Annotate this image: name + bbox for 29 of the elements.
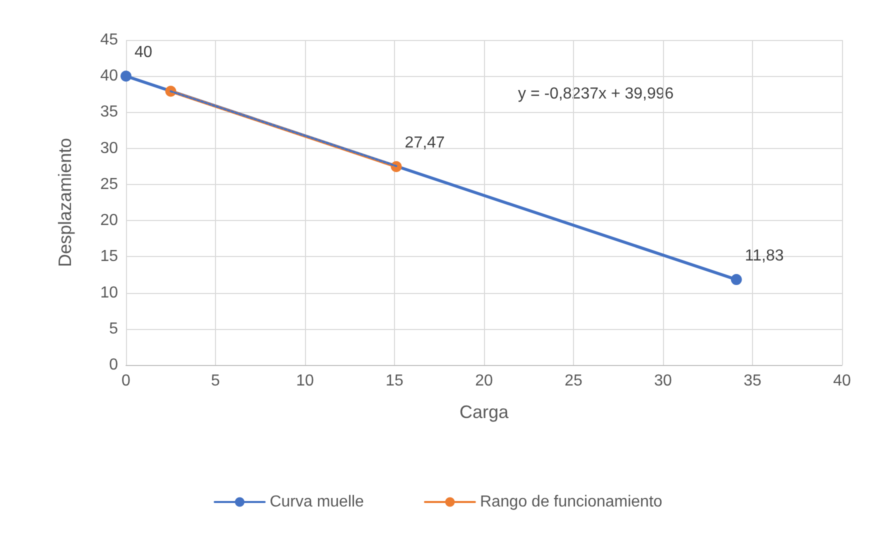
point <box>730 274 742 286</box>
legend-label: Curva muelle <box>270 494 364 510</box>
x-tick-label: 5 <box>211 372 220 390</box>
y-axis-title: Desplazamiento <box>55 138 75 268</box>
x-tick-label: 25 <box>564 372 582 390</box>
x-tick-label: 40 <box>833 372 851 390</box>
y-tick-label: 10 <box>100 284 118 302</box>
annotation: y = -0,8237x + 39,996 <box>518 86 674 102</box>
data-label: 11,83 <box>744 248 784 265</box>
data-label: 40 <box>134 44 152 62</box>
x-tick-label: 35 <box>744 372 762 390</box>
x-tick-label: 20 <box>475 372 493 390</box>
y-tick-label: 15 <box>100 248 118 266</box>
y-tick-label: 40 <box>100 68 118 85</box>
x-tick-label: 0 <box>122 372 131 390</box>
data-label: 27,47 <box>404 134 445 152</box>
x-tick-label: 15 <box>386 372 404 390</box>
y-tick-label: 35 <box>100 104 118 121</box>
y-tick-label: 20 <box>100 212 118 230</box>
x-tick-label: 30 <box>654 372 672 390</box>
y-tick-label: 0 <box>109 356 118 374</box>
x-tick-label: 10 <box>296 372 314 390</box>
legend-label: Rango de funcionamiento <box>480 494 662 510</box>
y-tick-label: 5 <box>109 320 118 338</box>
x-axis-title: Carga <box>459 402 510 422</box>
y-tick-label: 45 <box>100 32 118 48</box>
y-tick-label: 30 <box>100 140 118 157</box>
point <box>120 70 132 82</box>
y-tick-label: 25 <box>100 176 118 193</box>
